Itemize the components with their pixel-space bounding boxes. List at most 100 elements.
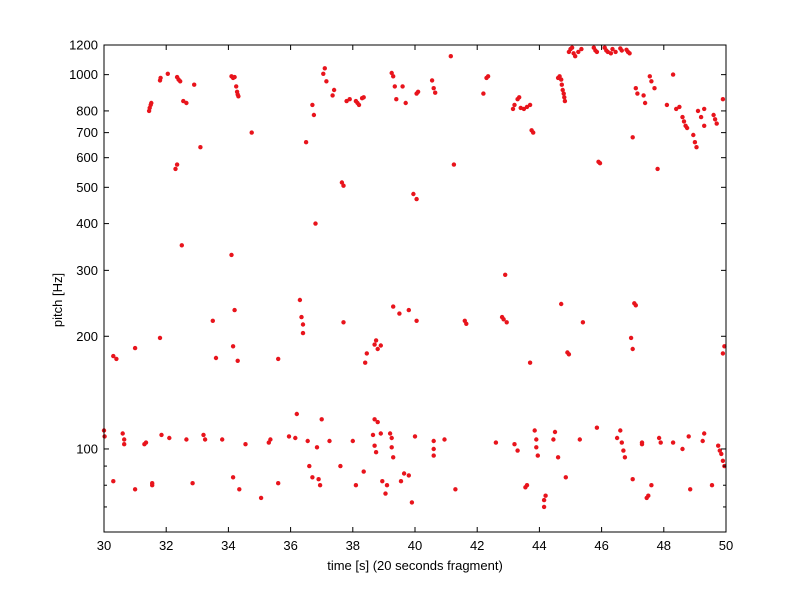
x-tick-label: 30	[97, 538, 111, 553]
data-point	[350, 438, 355, 444]
data-point	[551, 437, 556, 442]
data-point	[158, 75, 163, 81]
data-point	[150, 483, 155, 488]
data-point	[534, 437, 539, 442]
data-point	[714, 121, 719, 126]
data-point	[237, 487, 242, 492]
data-point	[691, 132, 696, 138]
data-point	[532, 428, 537, 433]
data-point	[230, 344, 236, 349]
data-point	[619, 48, 624, 53]
y-tick-label: 600	[76, 150, 98, 165]
data-point	[504, 320, 509, 325]
data-point	[608, 51, 614, 56]
data-point	[541, 497, 547, 503]
data-point	[635, 91, 640, 96]
data-point	[389, 435, 394, 441]
data-point	[310, 475, 315, 480]
data-point	[143, 440, 149, 445]
data-point	[317, 483, 323, 488]
data-point	[391, 455, 396, 460]
data-point	[391, 74, 396, 79]
data-point	[149, 100, 154, 106]
data-point	[316, 477, 321, 482]
data-point	[431, 453, 436, 458]
data-point	[300, 322, 306, 327]
data-point	[702, 431, 707, 436]
y-tick-label: 100	[76, 441, 98, 456]
data-point	[331, 87, 337, 93]
data-point	[453, 487, 458, 492]
data-point	[627, 51, 632, 56]
data-point	[114, 356, 119, 362]
data-point	[652, 86, 657, 91]
data-point	[597, 161, 603, 166]
data-point	[429, 78, 435, 83]
plot-frame	[103, 44, 727, 533]
x-tick-label: 48	[657, 538, 671, 553]
x-tick-label: 50	[719, 538, 733, 553]
data-point	[321, 71, 326, 77]
data-point	[562, 95, 567, 100]
data-point	[515, 448, 520, 453]
y-tick-label: 700	[76, 125, 98, 140]
data-point	[658, 440, 663, 445]
data-point	[276, 356, 281, 362]
data-point	[559, 82, 564, 87]
data-point	[684, 125, 690, 131]
data-point	[579, 46, 584, 52]
data-point	[102, 434, 107, 439]
data-point	[555, 455, 561, 460]
data-point	[372, 342, 377, 347]
data-point	[569, 45, 575, 50]
data-point	[370, 432, 376, 438]
data-point	[686, 434, 691, 439]
data-point	[319, 417, 324, 422]
x-tick-label: 36	[283, 538, 297, 553]
data-point	[236, 94, 241, 99]
data-point	[243, 442, 248, 447]
data-point	[610, 46, 615, 52]
data-point	[122, 437, 127, 442]
data-point	[573, 54, 578, 59]
data-point	[174, 162, 180, 167]
data-point	[232, 74, 237, 80]
data-point	[618, 428, 623, 433]
data-point	[347, 97, 352, 102]
data-point	[639, 442, 645, 447]
data-point	[198, 145, 203, 150]
data-point	[389, 70, 394, 76]
data-point	[229, 252, 234, 258]
data-point	[373, 338, 379, 343]
y-tick-label: 1000	[69, 67, 98, 82]
data-point	[560, 87, 565, 93]
data-point	[165, 71, 170, 77]
data-point	[527, 102, 533, 108]
data-point	[406, 473, 411, 478]
x-tick-label: 38	[346, 538, 360, 553]
data-point	[192, 82, 197, 87]
data-point	[380, 479, 385, 484]
x-tick-label: 40	[408, 538, 422, 553]
data-point	[646, 493, 651, 498]
data-point	[720, 97, 726, 102]
plot-area	[104, 45, 726, 532]
data-point	[201, 432, 206, 438]
data-point	[414, 318, 419, 323]
data-point	[712, 117, 718, 122]
data-point	[670, 440, 676, 445]
data-point	[213, 355, 219, 361]
data-point	[398, 479, 404, 484]
data-point	[286, 434, 292, 439]
data-point	[258, 495, 264, 501]
data-point	[614, 435, 620, 441]
data-point	[649, 79, 654, 84]
x-axis-label: time [s] (20 seconds fragment)	[327, 558, 503, 573]
data-point	[307, 463, 312, 469]
data-point	[510, 106, 516, 112]
data-point	[577, 437, 582, 442]
data-point	[692, 140, 698, 145]
data-point	[621, 448, 626, 453]
data-point	[406, 307, 411, 313]
data-point	[566, 352, 572, 357]
